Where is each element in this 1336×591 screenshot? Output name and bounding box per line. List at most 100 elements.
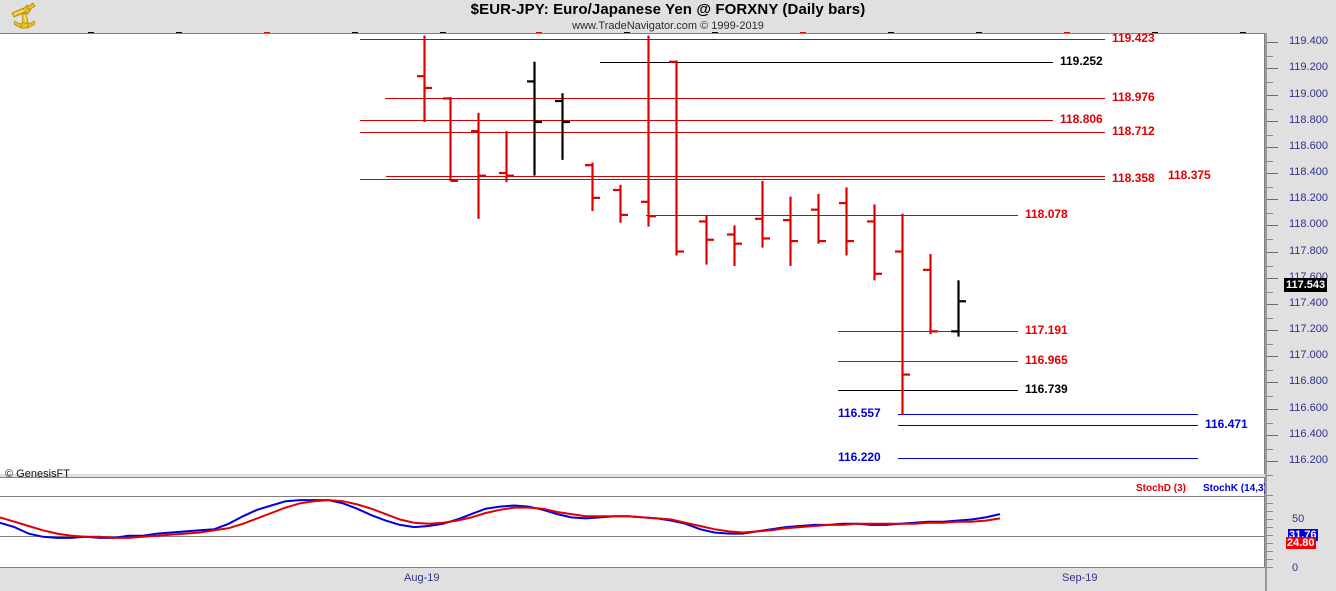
- price-level-label: 118.806: [1060, 111, 1103, 126]
- price-axis-minor-tick: [1267, 265, 1273, 267]
- price-level-label: 119.252: [1060, 53, 1103, 68]
- ohlc-bar[interactable]: [699, 214, 714, 265]
- price-axis-tick: [1267, 173, 1278, 175]
- ohlc-bar[interactable]: [669, 60, 684, 256]
- price-axis-tick: [1267, 146, 1278, 148]
- date-axis-label: Aug-19: [404, 572, 440, 584]
- stoch-axis-tick: [1267, 511, 1273, 512]
- price-axis-label: 118.600: [1289, 139, 1328, 152]
- price-axis-minor-tick: [1267, 108, 1273, 110]
- price-axis-label: 118.800: [1289, 113, 1328, 126]
- chart-subtitle: www.TradeNavigator.com © 1999-2019: [572, 20, 764, 32]
- price-chart-pane[interactable]: [0, 33, 1265, 474]
- price-level-label: 118.712: [1112, 124, 1155, 139]
- ohlc-bar[interactable]: [613, 184, 628, 223]
- price-level-label: 116.220: [838, 450, 881, 465]
- ohlc-bar[interactable]: [811, 193, 826, 244]
- price-axis-tick: [1267, 68, 1278, 70]
- price-axis-label: 117.000: [1289, 349, 1328, 362]
- price-axis-label: 116.400: [1289, 427, 1328, 440]
- date-axis-label: Sep-19: [1062, 572, 1098, 584]
- price-axis-label: 116.200: [1289, 453, 1328, 466]
- ohlc-bar[interactable]: [555, 93, 570, 160]
- stoch-axis-tick: [1267, 559, 1273, 560]
- ohlc-bar[interactable]: [585, 162, 600, 211]
- price-axis-label: 119.000: [1289, 87, 1328, 100]
- price-axis-minor-tick: [1267, 82, 1273, 84]
- price-axis-minor-tick: [1267, 239, 1273, 241]
- cannon-logo-icon: [6, 1, 42, 33]
- stoch-axis-tick: [1267, 503, 1273, 504]
- page-title: $EUR-JPY: Euro/Japanese Yen @ FORXNY (Da…: [470, 1, 866, 18]
- ohlc-bar[interactable]: [727, 225, 742, 266]
- price-axis-minor-tick: [1267, 160, 1273, 162]
- price-level-label: 116.557: [838, 406, 881, 421]
- chart-header: $EUR-JPY: Euro/Japanese Yen @ FORXNY (Da…: [0, 0, 1336, 33]
- stoch-axis-label: 50: [1292, 513, 1305, 525]
- ohlc-bar[interactable]: [895, 213, 910, 416]
- date-axis[interactable]: Aug-19 Sep-19: [0, 568, 1265, 591]
- price-level-label: 118.078: [1025, 207, 1068, 222]
- price-level-label: 116.739: [1025, 382, 1068, 397]
- stoch-axis-tick: [1267, 495, 1273, 496]
- ohlc-bar[interactable]: [471, 112, 486, 219]
- price-axis-label: 119.200: [1289, 61, 1328, 74]
- price-level-label: 119.423: [1112, 31, 1155, 46]
- stoch-d-value-badge: 24.80: [1286, 537, 1316, 549]
- price-axis-tick: [1267, 460, 1278, 462]
- price-axis-tick: [1267, 225, 1278, 227]
- price-level-label: 117.191: [1025, 323, 1068, 338]
- stoch-axis-tick: [1267, 567, 1273, 568]
- stoch-axis-label: 0: [1292, 562, 1299, 574]
- ohlc-bar[interactable]: [755, 180, 770, 248]
- ohlc-bar[interactable]: [641, 35, 656, 227]
- price-axis-label: 116.800: [1289, 375, 1328, 388]
- price-level-label: 116.471: [1205, 417, 1248, 432]
- stoch-k-legend: StochK (14,3): [1203, 483, 1267, 494]
- ohlc-bar[interactable]: [867, 204, 882, 281]
- stoch-line: [0, 499, 1001, 539]
- ohlc-bar[interactable]: [951, 280, 966, 337]
- price-axis-minor-tick: [1267, 317, 1273, 319]
- price-axis-minor-tick: [1267, 344, 1273, 346]
- price-axis-tick: [1267, 303, 1278, 305]
- price-level-label: 118.358: [1112, 170, 1155, 185]
- price-axis[interactable]: [1265, 33, 1336, 591]
- ohlc-bar[interactable]: [443, 97, 458, 182]
- price-axis-tick: [1267, 434, 1278, 436]
- price-axis-tick: [1267, 277, 1278, 279]
- ohlc-bar[interactable]: [839, 187, 854, 256]
- price-axis-label: 118.400: [1289, 166, 1328, 179]
- stoch-axis-tick: [1267, 551, 1273, 552]
- ohlc-bar[interactable]: [499, 131, 514, 183]
- stochastic-indicator-pane[interactable]: [0, 477, 1265, 568]
- price-axis-tick: [1267, 382, 1278, 384]
- price-level-label: 116.965: [1025, 352, 1068, 367]
- ohlc-bar[interactable]: [783, 196, 798, 266]
- stoch-axis-tick: [1267, 543, 1273, 544]
- price-axis-minor-tick: [1267, 213, 1273, 215]
- price-axis-tick: [1267, 251, 1278, 253]
- stochastic-svg: [0, 496, 1264, 539]
- stoch-axis-tick: [1267, 527, 1273, 528]
- brand-label: © GenesisFT: [5, 468, 70, 480]
- price-axis-minor-tick: [1267, 474, 1273, 476]
- price-axis-tick: [1267, 42, 1278, 44]
- price-axis-label: 119.400: [1289, 35, 1328, 48]
- ohlc-bar[interactable]: [417, 35, 432, 122]
- price-axis-tick: [1267, 199, 1278, 201]
- stoch-axis-tick: [1267, 519, 1273, 520]
- price-axis-tick: [1267, 94, 1278, 96]
- price-axis-tick: [1267, 356, 1278, 358]
- ohlc-bar[interactable]: [527, 61, 542, 176]
- pane-divider: [0, 474, 1265, 477]
- price-axis-label: 117.800: [1289, 244, 1328, 257]
- price-axis-minor-tick: [1267, 291, 1273, 293]
- price-axis-tick: [1267, 330, 1278, 332]
- price-axis-label: 116.600: [1289, 401, 1328, 414]
- current-price-marker: 117.543: [1284, 278, 1328, 293]
- ohlc-bar[interactable]: [923, 254, 938, 334]
- stoch-axis-tick: [1267, 535, 1273, 536]
- price-axis-label: 118.200: [1289, 192, 1328, 205]
